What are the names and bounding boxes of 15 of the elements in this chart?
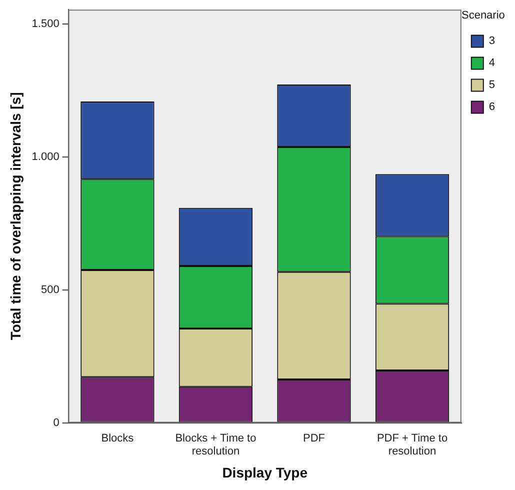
y-tick-label: 500: [40, 284, 60, 296]
legend-label: 5: [488, 79, 496, 92]
x-tick-label: Blocks: [101, 432, 134, 444]
legend-title: Scenario: [461, 10, 505, 22]
y-axis-title: Total time of overlapping intervals [s]: [7, 92, 24, 340]
y-tick-label: 1.500: [32, 18, 60, 30]
x-tick-label: PDF + Time to resolution: [376, 432, 448, 458]
x-axis-title: Display Type: [222, 464, 308, 480]
legend-label: 3: [488, 35, 496, 48]
legend-label: 4: [488, 57, 496, 70]
legend-label: 6: [488, 101, 496, 114]
y-tick-label: 1.000: [32, 151, 60, 164]
y-tick-label: 0: [53, 416, 60, 429]
x-tick-label: PDF: [302, 432, 326, 444]
x-tick-label: Blocks + Time to resolution: [175, 432, 256, 458]
